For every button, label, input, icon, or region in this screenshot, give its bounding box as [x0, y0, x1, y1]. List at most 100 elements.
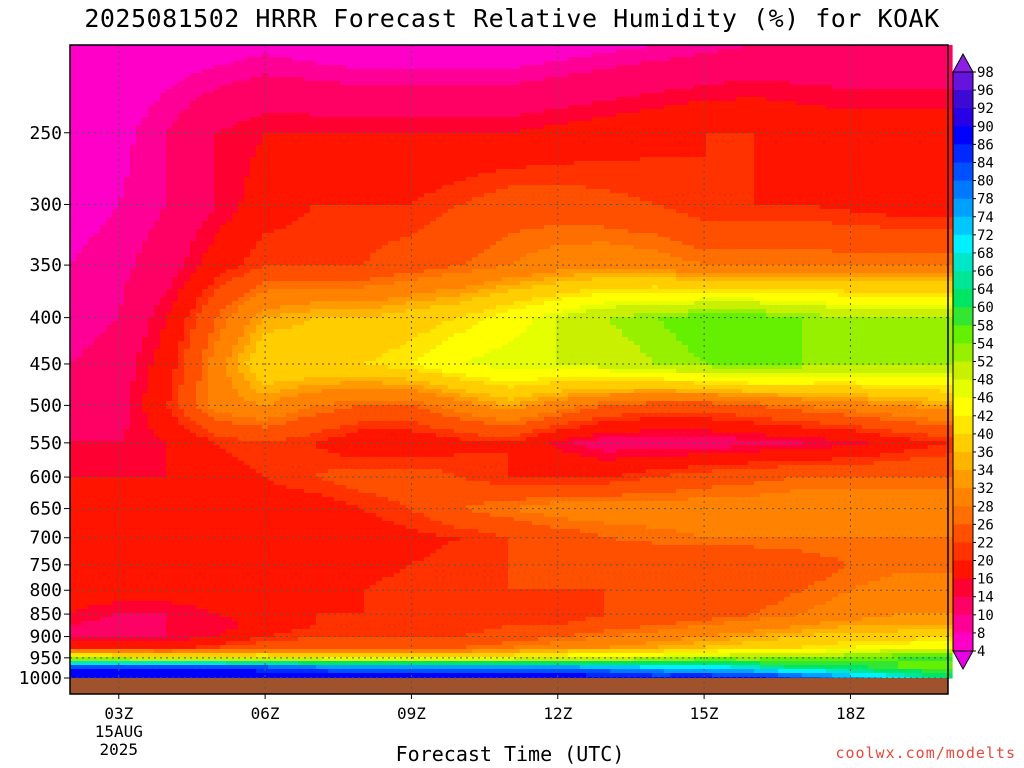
y-tick-label: 300 [29, 194, 62, 215]
y-tick-label: 550 [29, 433, 62, 454]
colorbar-segment [953, 596, 973, 616]
colorbar-label: 68 [977, 246, 994, 262]
colorbar-segment [953, 162, 973, 182]
y-tick-label: 900 [29, 627, 62, 648]
colorbar-label: 16 [977, 572, 994, 588]
x-tick-label: 03Z [104, 704, 133, 723]
colorbar-segment [953, 72, 973, 91]
colorbar-segment [953, 560, 973, 580]
y-tick-label: 800 [29, 580, 62, 601]
colorbar-segment [953, 614, 973, 634]
colorbar-segment [953, 470, 973, 489]
rh-field [70, 45, 953, 679]
colorbar-max-arrow [952, 52, 974, 73]
colorbar-segment [953, 433, 973, 453]
plot-frame [69, 44, 949, 695]
colorbar-label: 66 [977, 264, 994, 280]
colorbar-label: 14 [977, 590, 994, 606]
x-tick-label: 12Z [543, 704, 572, 723]
colorbar-segment [953, 488, 973, 507]
y-tick-label: 500 [29, 395, 62, 416]
colorbar-segment [953, 325, 973, 344]
colorbar-segment [953, 198, 973, 218]
colorbar-label: 84 [977, 155, 994, 171]
x-tick-label: 09Z [397, 704, 426, 723]
grid [70, 45, 948, 694]
colorbar-label: 22 [977, 535, 994, 551]
colorbar-label: 4 [977, 644, 985, 660]
y-tick-label: 850 [29, 604, 62, 625]
colorbar-label: 92 [977, 101, 994, 117]
colorbar-min-arrow [952, 650, 974, 671]
y-tick-label: 950 [29, 648, 62, 669]
colorbar-segment [953, 271, 973, 290]
colorbar-segment [953, 415, 973, 435]
colorbar-segment [953, 632, 973, 652]
colorbar-label: 54 [977, 336, 994, 352]
colorbar-label: 48 [977, 373, 994, 389]
colorbar-segment [953, 90, 973, 109]
colorbar-segment [953, 506, 973, 525]
colorbar-label: 52 [977, 355, 994, 371]
y-tick-label: 650 [29, 499, 62, 520]
x-tick-sublabel: 15AUG [95, 722, 143, 741]
colorbar-segment [953, 397, 973, 417]
colorbar-label: 32 [977, 481, 994, 497]
colorbar-label: 64 [977, 282, 994, 298]
colorbar-label: 34 [977, 463, 994, 479]
colorbar-label: 60 [977, 300, 994, 316]
colorbar-label: 72 [977, 228, 994, 244]
colorbar-segment [953, 578, 973, 598]
colorbar-label: 78 [977, 192, 994, 208]
colorbar-label: 8 [977, 626, 985, 642]
x-tick-label: 18Z [836, 704, 865, 723]
colorbar-label: 42 [977, 409, 994, 425]
colorbar: 9896929086848078747268666460585452484642… [952, 52, 994, 671]
colorbar-segment [953, 216, 973, 236]
colorbar-label: 90 [977, 119, 994, 135]
colorbar-label: 40 [977, 427, 994, 443]
colorbar-segment [953, 144, 973, 163]
source-credit: coolwx.com/modelts [835, 744, 1016, 762]
colorbar-label: 74 [977, 210, 994, 226]
colorbar-segment [953, 361, 973, 381]
colorbar-label: 98 [977, 65, 994, 81]
colorbar-label: 28 [977, 499, 994, 515]
colorbar-segment [953, 234, 973, 254]
colorbar-segment [953, 379, 973, 399]
colorbar-label: 10 [977, 608, 994, 624]
ground-strip [70, 678, 948, 694]
x-tick-label: 06Z [251, 704, 280, 723]
colorbar-segment [953, 542, 973, 562]
colorbar-segment [953, 126, 973, 145]
colorbar-segment [953, 180, 973, 200]
colorbar-label: 26 [977, 517, 994, 533]
colorbar-segment [953, 451, 973, 471]
colorbar-label: 36 [977, 445, 994, 461]
y-tick-label: 700 [29, 528, 62, 549]
y-tick-label: 1000 [19, 668, 62, 689]
y-tick-label: 450 [29, 354, 62, 375]
colorbar-label: 46 [977, 391, 994, 407]
colorbar-label: 86 [977, 137, 994, 153]
colorbar-segment [953, 343, 973, 362]
colorbar-label: 80 [977, 174, 994, 190]
colorbar-segment [953, 524, 973, 543]
x-tick-label: 15Z [690, 704, 719, 723]
y-tick-label: 600 [29, 467, 62, 488]
y-tick-label: 750 [29, 555, 62, 576]
colorbar-label: 58 [977, 318, 994, 334]
x-axis-label: Forecast Time (UTC) [340, 742, 680, 766]
colorbar-segment [953, 289, 973, 308]
colorbar-label: 20 [977, 554, 994, 570]
chart-title: 2025081502 HRRR Forecast Relative Humidi… [0, 4, 1024, 33]
x-tick-sublabel: 2025 [100, 740, 139, 759]
colorbar-segment [953, 252, 973, 272]
colorbar-label: 96 [977, 83, 994, 99]
y-tick-label: 250 [29, 123, 62, 144]
colorbar-segment [953, 108, 973, 127]
y-tick-label: 400 [29, 308, 62, 329]
y-tick-label: 350 [29, 255, 62, 276]
colorbar-segment [953, 307, 973, 326]
